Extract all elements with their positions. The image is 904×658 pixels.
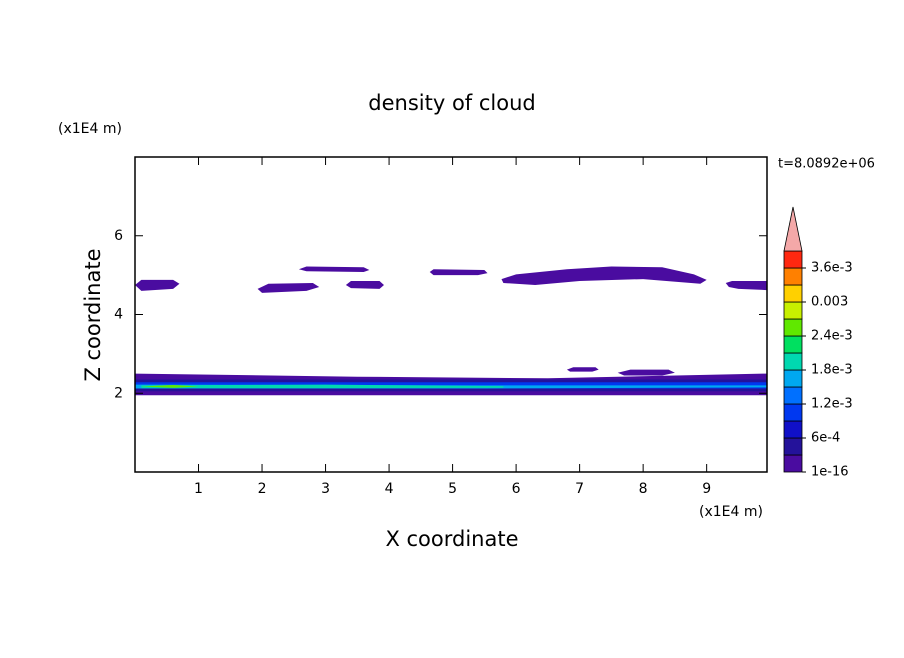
- contour-region: [566, 367, 599, 372]
- colorbar-band: [783, 250, 803, 269]
- contour-region: [345, 281, 384, 289]
- contour-region: [257, 283, 320, 293]
- colorbar-band: [783, 386, 803, 405]
- x-tick-label: 1: [194, 481, 203, 497]
- contour-region: [298, 266, 370, 272]
- colorbar-band: [783, 420, 803, 439]
- x-axis-label: X coordinate: [385, 527, 518, 551]
- colorbar-tick-label: 1.2e-3: [811, 397, 853, 412]
- x-tick-label: 9: [702, 481, 711, 497]
- colorbar-band: [783, 437, 803, 456]
- y-unit: (x1E4 m): [58, 121, 122, 137]
- x-tick-label: 7: [575, 481, 584, 497]
- colorbar-tick-label: 6e-4: [811, 431, 840, 446]
- colorbar-band: [783, 335, 803, 354]
- colorbar-band: [783, 454, 803, 473]
- contour-region: [501, 266, 707, 285]
- colorbar-tick-label: 3.6e-3: [811, 261, 853, 276]
- y-tick-label: 6: [114, 228, 123, 244]
- x-tick-label: 6: [512, 481, 521, 497]
- time-annotation: t=8.0892e+06: [778, 157, 875, 172]
- y-tick-label: 4: [114, 307, 123, 323]
- x-unit: (x1E4 m): [699, 504, 763, 520]
- y-tick-label: 2: [114, 385, 123, 401]
- y-axis-label: Z coordinate: [81, 248, 105, 381]
- colorbar-band: [783, 318, 803, 337]
- colorbar-tick-label: 1e-16: [811, 465, 849, 480]
- colorbar-band: [783, 301, 803, 320]
- chart-title: density of cloud: [368, 91, 535, 115]
- colorbar-band: [783, 403, 803, 422]
- x-tick-label: 3: [321, 481, 330, 497]
- contour-region: [725, 281, 767, 291]
- contour-region: [141, 384, 504, 389]
- contour-region: [141, 384, 199, 388]
- x-tick-label: 2: [258, 481, 267, 497]
- x-tick-label: 4: [385, 481, 394, 497]
- colorbar-band: [783, 369, 803, 388]
- colorbar-extension: [783, 206, 803, 252]
- contour-region: [617, 369, 675, 376]
- colorbar-band: [783, 352, 803, 371]
- x-tick-label: 8: [639, 481, 648, 497]
- contour-region: [429, 269, 488, 276]
- plot-frame: [134, 156, 768, 473]
- colorbar-tick-label: 2.4e-3: [811, 329, 853, 344]
- colorbar-band: [783, 284, 803, 303]
- colorbar-tick-label: 0.003: [811, 295, 848, 310]
- colorbar-tick-label: 1.8e-3: [811, 363, 853, 378]
- contour-region: [135, 279, 180, 291]
- colorbar-band: [783, 267, 803, 286]
- x-tick-label: 5: [448, 481, 457, 497]
